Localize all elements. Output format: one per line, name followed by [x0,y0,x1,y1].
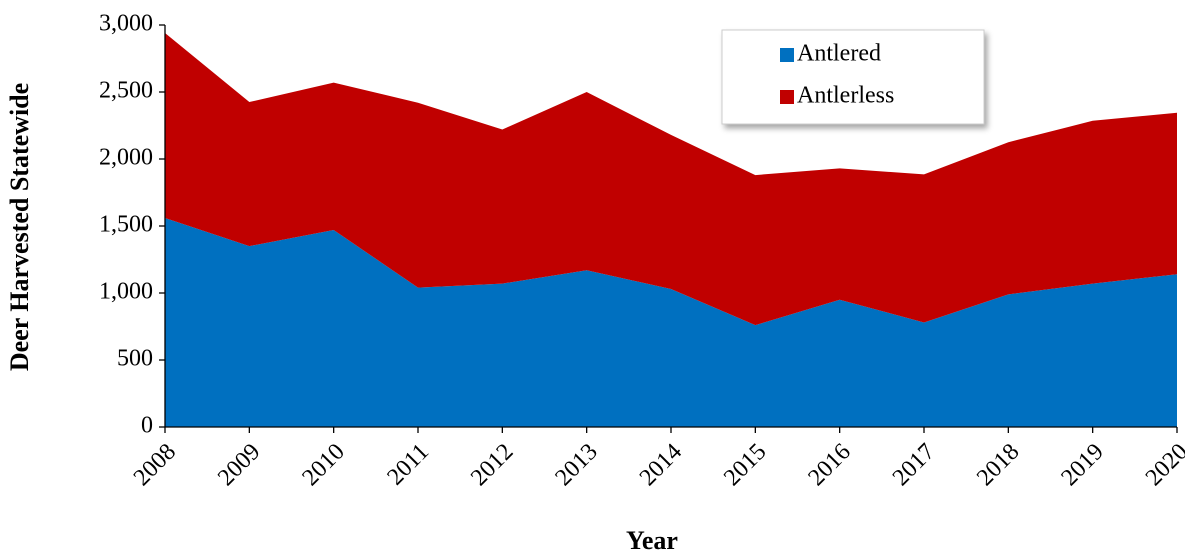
y-tick-label: 2,000 [99,145,153,171]
x-axis-label: Year [626,526,678,555]
y-tick-label: 3,000 [99,11,153,37]
x-tick-label: 2015 [719,439,771,491]
y-tick-label: 0 [141,413,153,439]
x-tick-label: 2020 [1141,439,1185,491]
x-tick-label: 2017 [888,439,940,491]
x-tick-label: 2009 [213,439,265,491]
legend-box [721,29,985,125]
legend-label: Antlerless [797,83,894,109]
x-tick-label: 2016 [803,439,855,491]
x-tick-label: 2013 [550,439,602,491]
x-tick-label: 2011 [382,439,434,491]
x-tick-label: 2018 [972,439,1024,491]
legend-swatch [780,90,794,104]
y-tick-label: 500 [117,346,153,372]
y-tick-label: 1,000 [99,279,153,305]
legend-label: Antlered [797,41,881,67]
x-tick-label: 2008 [129,439,181,491]
legend-swatch [780,48,794,62]
legend: Antlered Antlerless [721,29,985,125]
x-tick-label: 2014 [635,439,687,491]
x-tick-label: 2010 [297,439,349,491]
area [165,217,1177,427]
y-axis-label: Deer Harvested Statewide [5,83,34,371]
x-tick-label: 2012 [466,439,518,491]
y-tick-label: 2,500 [99,78,153,104]
x-tick-label: 2019 [1056,439,1108,491]
y-tick-label: 1,500 [99,212,153,238]
area [165,33,1177,326]
